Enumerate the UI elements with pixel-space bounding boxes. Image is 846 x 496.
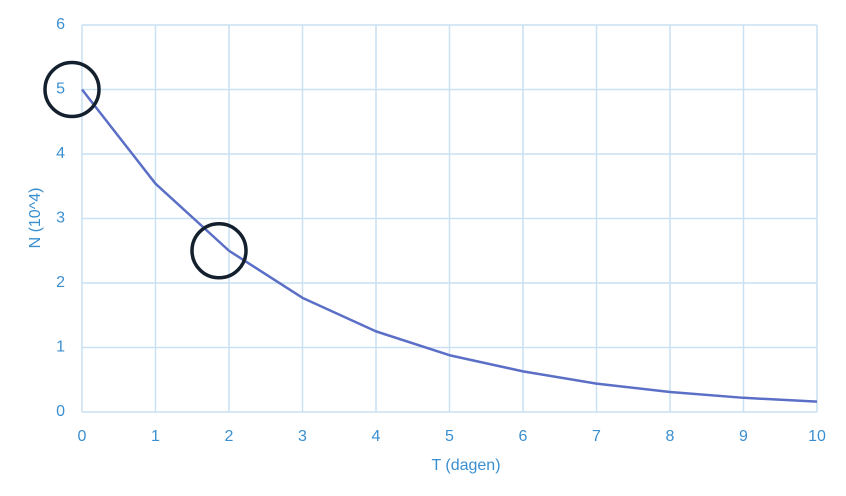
x-axis-label: T (dagen) — [431, 457, 500, 474]
y-tick-label: 6 — [56, 16, 65, 33]
x-tick-label: 5 — [445, 428, 454, 445]
x-tick-label: 8 — [666, 428, 675, 445]
x-tick-label: 9 — [739, 428, 748, 445]
y-tick-label: 3 — [56, 210, 65, 227]
x-tick-label: 2 — [225, 428, 234, 445]
y-tick-label: 2 — [56, 274, 65, 291]
y-axis-label: N (10^4) — [27, 188, 44, 249]
x-tick-label: 3 — [298, 428, 307, 445]
x-tick-label: 10 — [808, 428, 826, 445]
x-tick-label: 6 — [519, 428, 528, 445]
x-tick-label: 4 — [372, 428, 381, 445]
y-tick-label: 5 — [56, 81, 65, 98]
x-tick-label: 0 — [78, 428, 87, 445]
y-tick-label: 4 — [56, 145, 65, 162]
x-tick-label: 7 — [592, 428, 601, 445]
highlight-circle — [43, 60, 101, 119]
y-tick-label: 1 — [56, 339, 65, 356]
x-tick-label: 1 — [151, 428, 160, 445]
highlight-circle — [190, 222, 248, 280]
y-tick-label: 0 — [56, 403, 65, 420]
